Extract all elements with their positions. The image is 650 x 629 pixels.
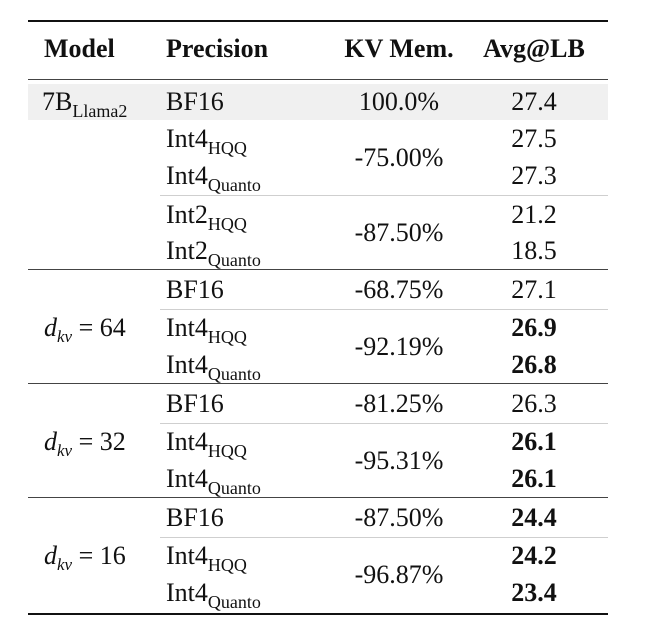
kv-mem-cell: -87.50% [354, 503, 444, 532]
avg-cell: 26.3 [511, 389, 557, 418]
row-divider [160, 537, 608, 538]
avg-cell: 24.2 [511, 541, 557, 570]
header-kv-mem: KV Mem. [344, 34, 454, 63]
bottom-rule [28, 613, 608, 615]
group-rule [28, 383, 608, 384]
precision-cell: BF16 [166, 389, 224, 418]
group-rule [28, 497, 608, 498]
kv-mem-cell: -92.19% [354, 332, 444, 361]
model-main: 7B [42, 87, 73, 116]
kv-mem-cell: -81.25% [354, 389, 444, 418]
precision-cell: BF16 [166, 87, 224, 116]
precision-cell: Int4HQQ [166, 124, 247, 158]
row-divider [160, 195, 608, 196]
avg-cell: 27.4 [511, 87, 557, 116]
avg-cell: 26.1 [511, 427, 557, 456]
kv-mem-cell: -68.75% [354, 275, 444, 304]
kv-mem-cell: -87.50% [354, 218, 444, 247]
precision-cell: Int4Quanto [166, 350, 261, 384]
header-rule [28, 79, 608, 80]
avg-cell: 27.5 [511, 124, 557, 153]
kv-mem-cell: -75.00% [354, 143, 444, 172]
kv-mem-cell: -96.87% [354, 560, 444, 589]
dkv-label: dkv = 32 [44, 427, 126, 460]
model-label: 7BLlama2 [42, 87, 127, 121]
precision-cell: Int4HQQ [166, 313, 247, 347]
precision-cell: Int2Quanto [166, 236, 261, 270]
kv-mem-cell: 100.0% [358, 87, 440, 116]
group-rule [28, 269, 608, 270]
dkv-label: dkv = 16 [44, 541, 126, 574]
model-sub: Llama2 [72, 101, 128, 121]
precision-cell: Int4Quanto [166, 161, 261, 195]
avg-cell: 26.9 [511, 313, 557, 342]
row-divider [160, 423, 608, 424]
precision-cell: Int4Quanto [166, 578, 261, 612]
precision-cell: BF16 [166, 503, 224, 532]
avg-cell: 26.1 [511, 464, 557, 493]
avg-cell: 18.5 [511, 236, 557, 265]
row-divider [160, 309, 608, 310]
header-model: Model [44, 34, 115, 63]
header-avg-lb: Avg@LB [483, 34, 585, 63]
avg-cell: 26.8 [511, 350, 557, 379]
precision-cell: BF16 [166, 275, 224, 304]
precision-cell: Int4HQQ [166, 541, 247, 575]
header-precision: Precision [166, 34, 269, 63]
avg-cell: 27.1 [511, 275, 557, 304]
avg-cell: 27.3 [511, 161, 557, 190]
kv-mem-cell: -95.31% [354, 446, 444, 475]
dkv-label: dkv = 64 [44, 313, 126, 346]
top-rule [28, 20, 608, 22]
precision-cell: Int4Quanto [166, 464, 261, 498]
precision-cell: Int2HQQ [166, 200, 247, 234]
baseline-row-shade [28, 84, 608, 120]
precision-cell: Int4HQQ [166, 427, 247, 461]
avg-cell: 23.4 [511, 578, 557, 607]
avg-cell: 24.4 [511, 503, 557, 532]
avg-cell: 21.2 [511, 200, 557, 229]
